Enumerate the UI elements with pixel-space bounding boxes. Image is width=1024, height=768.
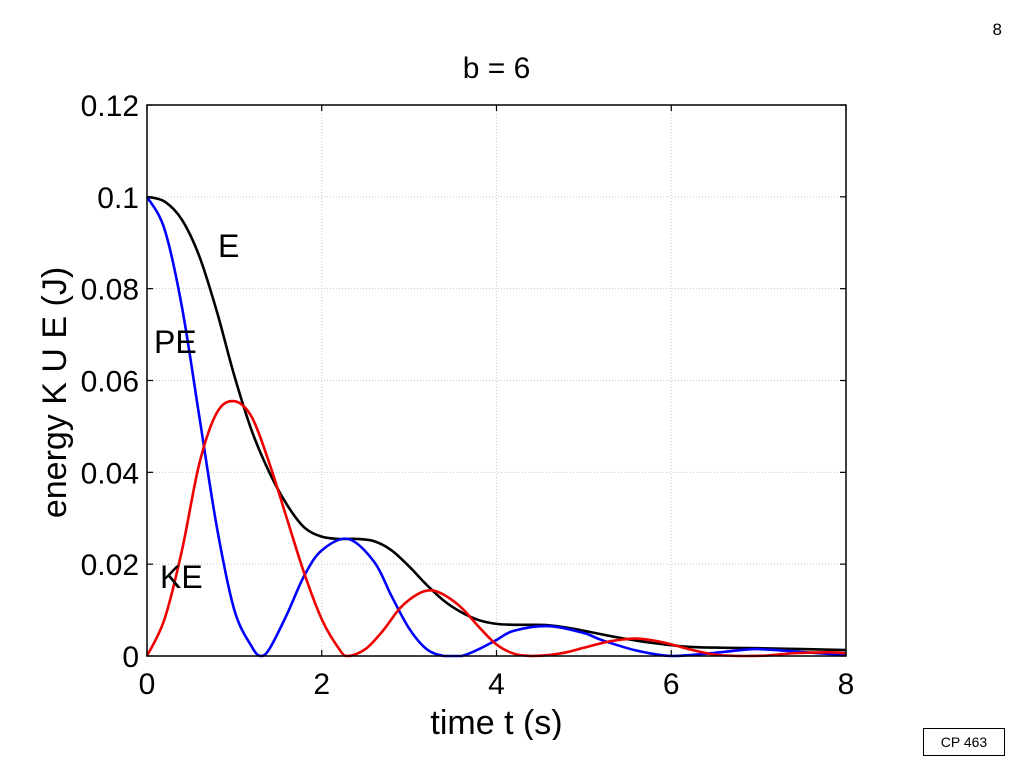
x-tick-label: 6 (663, 668, 680, 701)
annotation-ke: KE (160, 559, 203, 595)
x-axis-label: time t (s) (430, 704, 562, 740)
x-tick-label: 2 (313, 668, 330, 701)
y-tick-label: 0.08 (81, 274, 139, 307)
y-tick-label: 0.04 (81, 457, 139, 490)
series-line-pe (145, 196, 847, 658)
energy-chart: 0 2 4 6 8 0 0.02 0.04 0.06 0.08 0.1 0.12 E PE KE b = … (36, 52, 855, 740)
chart-title: b = 6 (463, 52, 531, 85)
series-line-ke (145, 399, 847, 658)
y-tick-label: 0.02 (81, 549, 139, 582)
y-tick-label: 0 (122, 641, 139, 674)
x-tick-label: 0 (139, 668, 156, 701)
series-lines (145, 195, 847, 658)
y-tick-label: 0.1 (97, 182, 139, 215)
grid-lines (147, 105, 846, 656)
annotations: E PE KE (154, 228, 239, 595)
y-tick-label: 0.12 (81, 90, 139, 123)
x-tick-label: 8 (838, 668, 855, 701)
x-tick-label: 4 (488, 668, 505, 701)
footer-label: CP 463 (923, 728, 1005, 756)
page-number: 8 (992, 20, 1002, 39)
annotation-e: E (218, 228, 239, 264)
series-line-e (146, 195, 847, 652)
axis-ticks: 0 2 4 6 8 0 0.02 0.04 0.06 0.08 0.1 0.12 (81, 90, 855, 701)
y-axis-label: energy K U E (J) (36, 267, 74, 518)
annotation-pe: PE (154, 324, 197, 360)
y-tick-label: 0.06 (81, 366, 139, 399)
